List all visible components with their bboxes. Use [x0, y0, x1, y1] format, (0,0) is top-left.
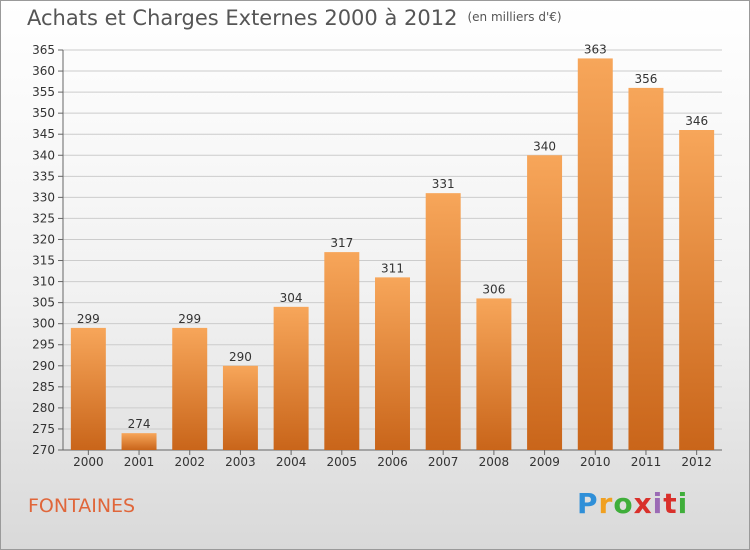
bar-value-label: 331: [432, 177, 455, 191]
y-tick-label: 300: [32, 317, 55, 331]
bar-2011: [628, 87, 664, 450]
logo-letter: i: [677, 487, 689, 520]
proxiti-logo[interactable]: Proxiti: [577, 487, 688, 520]
x-tick-label: 2003: [225, 455, 256, 469]
bar-2007: [425, 193, 461, 450]
y-tick-label: 350: [32, 106, 55, 120]
y-tick-label: 275: [32, 422, 55, 436]
x-tick-label: 2007: [428, 455, 459, 469]
y-tick-label: 360: [32, 64, 55, 78]
y-tick-label: 330: [32, 190, 55, 204]
y-tick-label: 335: [32, 169, 55, 183]
logo-letter: r: [598, 487, 614, 520]
bar-value-label: 274: [128, 417, 151, 431]
logo-letter: P: [577, 487, 599, 520]
bar-value-label: 299: [178, 312, 201, 326]
bar-value-label: 363: [584, 42, 607, 56]
y-tick-label: 270: [32, 443, 55, 457]
x-tick-label: 2005: [327, 455, 358, 469]
y-tick-label: 295: [32, 338, 55, 352]
logo-letter: o: [613, 487, 634, 520]
bar-2012: [679, 130, 715, 450]
logo-letter: i: [652, 487, 664, 520]
y-tick-label: 325: [32, 211, 55, 225]
x-tick-label: 2009: [529, 455, 560, 469]
bar-value-label: 290: [229, 350, 252, 364]
bar-value-label: 340: [533, 139, 556, 153]
bar-2009: [527, 155, 563, 450]
x-tick-label: 2002: [174, 455, 205, 469]
bar-2008: [476, 298, 512, 450]
bar-2002: [172, 327, 208, 450]
logo-letter: t: [663, 487, 678, 520]
bar-2003: [222, 365, 258, 450]
x-tick-label: 2000: [73, 455, 104, 469]
y-tick-label: 345: [32, 127, 55, 141]
bar-value-label: 299: [77, 312, 100, 326]
x-tick-label: 2004: [276, 455, 307, 469]
bar-2001: [121, 433, 157, 450]
bar-value-label: 306: [482, 282, 505, 296]
x-tick-label: 2011: [631, 455, 662, 469]
x-tick-label: 2010: [580, 455, 611, 469]
y-tick-label: 340: [32, 148, 55, 162]
y-tick-label: 285: [32, 380, 55, 394]
y-tick-label: 355: [32, 85, 55, 99]
bar-value-label: 356: [635, 72, 658, 86]
labels: 270 275 280 285 290 295 300 305 310 315 320 325 330 3…: [32, 42, 712, 469]
bar-value-label: 311: [381, 261, 404, 275]
bar-2000: [70, 327, 106, 450]
chart-unit: (en milliers d'€): [467, 10, 562, 24]
y-tick-label: 280: [32, 401, 55, 415]
bar-2004: [273, 306, 309, 450]
chart-title-text: Achats et Charges Externes 2000 à 2012: [27, 6, 458, 30]
commune-name: FONTAINES: [28, 495, 136, 517]
bar-2005: [324, 252, 360, 450]
x-tick-label: 2001: [124, 455, 155, 469]
bar-2010: [577, 58, 613, 450]
bar-value-label: 317: [330, 236, 353, 250]
bar-2006: [375, 277, 410, 450]
logo-letter: x: [633, 487, 653, 520]
x-tick-label: 2006: [377, 455, 408, 469]
y-tick-label: 310: [32, 275, 55, 289]
x-tick-label: 2012: [681, 455, 712, 469]
bar-value-label: 346: [685, 114, 708, 128]
y-tick-label: 365: [32, 43, 55, 57]
y-tick-label: 290: [32, 359, 55, 373]
y-tick-label: 315: [32, 254, 55, 268]
bars: [70, 58, 715, 450]
y-tick-label: 320: [32, 232, 55, 246]
chart-title: Achats et Charges Externes 2000 à 2012 (e…: [27, 6, 562, 30]
bar-value-label: 304: [280, 291, 303, 305]
y-tick-label: 305: [32, 296, 55, 310]
x-tick-label: 2008: [479, 455, 510, 469]
